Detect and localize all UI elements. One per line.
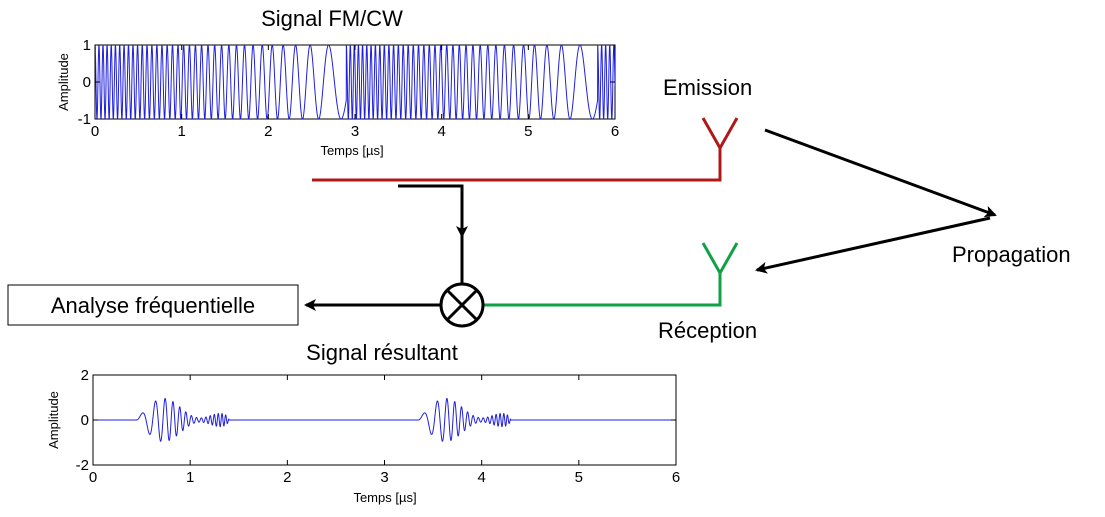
fmcw-x-tick-label: 6: [611, 123, 619, 140]
fmcw-x-tick-label: 3: [351, 123, 359, 140]
result-x-ticks: 0 1 2 3 4 5 6: [89, 375, 680, 486]
fmcw-x-ticks: 0 1 2 3 4 5 6: [91, 45, 619, 140]
reception-label: Réception: [658, 318, 757, 343]
receive-antenna-icon: [701, 242, 739, 277]
fmcw-chart-title: Signal FM/CW: [261, 6, 403, 31]
fmcw-x-axis-label: Temps [µs]: [320, 143, 383, 158]
emission-label: Emission: [663, 75, 752, 100]
result-x-tick-label: 2: [283, 469, 291, 486]
result-x-tick-label: 1: [186, 469, 194, 486]
receive-line: [483, 273, 722, 307]
result-x-tick-label: 3: [380, 469, 388, 486]
result-signal-series: [93, 397, 676, 442]
result-x-tick-label: 4: [477, 469, 485, 486]
result-y-tick-label: -2: [76, 457, 89, 474]
mixer-icon: [439, 282, 485, 328]
result-y-tick-label: 2: [81, 367, 89, 384]
result-chart-title: Signal résultant: [306, 340, 458, 365]
transmit-antenna-icon: [701, 117, 739, 152]
result-y-ticks: -2 0 2: [76, 367, 676, 474]
result-y-axis-label: Amplitude: [46, 391, 61, 449]
result-x-axis-label: Temps [µs]: [353, 490, 416, 505]
propagation-out-arrow: [764, 128, 997, 218]
analysis-box: [7, 284, 299, 326]
reference-feed-arrow: [398, 184, 468, 238]
fmcw-y-tick-label: 0: [83, 74, 91, 91]
result-y-tick-label: 0: [81, 412, 89, 429]
fmcw-x-tick-label: 4: [437, 123, 445, 140]
fmcw-y-tick-label: -1: [78, 111, 91, 128]
result-x-tick-label: 6: [672, 469, 680, 486]
result-x-tick-label: 0: [89, 469, 97, 486]
result-x-tick-label: 5: [575, 469, 583, 486]
propagation-label: Propagation: [952, 242, 1071, 267]
fmcw-x-tick-label: 5: [524, 123, 532, 140]
fmcw-x-tick-label: 2: [264, 123, 272, 140]
analysis-label: Analyse fréquentielle: [51, 293, 255, 318]
fmcw-x-tick-label: 0: [91, 123, 99, 140]
fmcw-y-axis-label: Amplitude: [56, 53, 71, 111]
fmcw-x-tick-label: 1: [177, 123, 185, 140]
fmcw-y-tick-label: 1: [83, 37, 91, 54]
propagation-back-arrow: [755, 216, 991, 274]
result-signal-line: [93, 397, 676, 442]
fmcw-y-ticks: -1 0 1: [78, 37, 615, 128]
transmit-line: [312, 148, 722, 182]
